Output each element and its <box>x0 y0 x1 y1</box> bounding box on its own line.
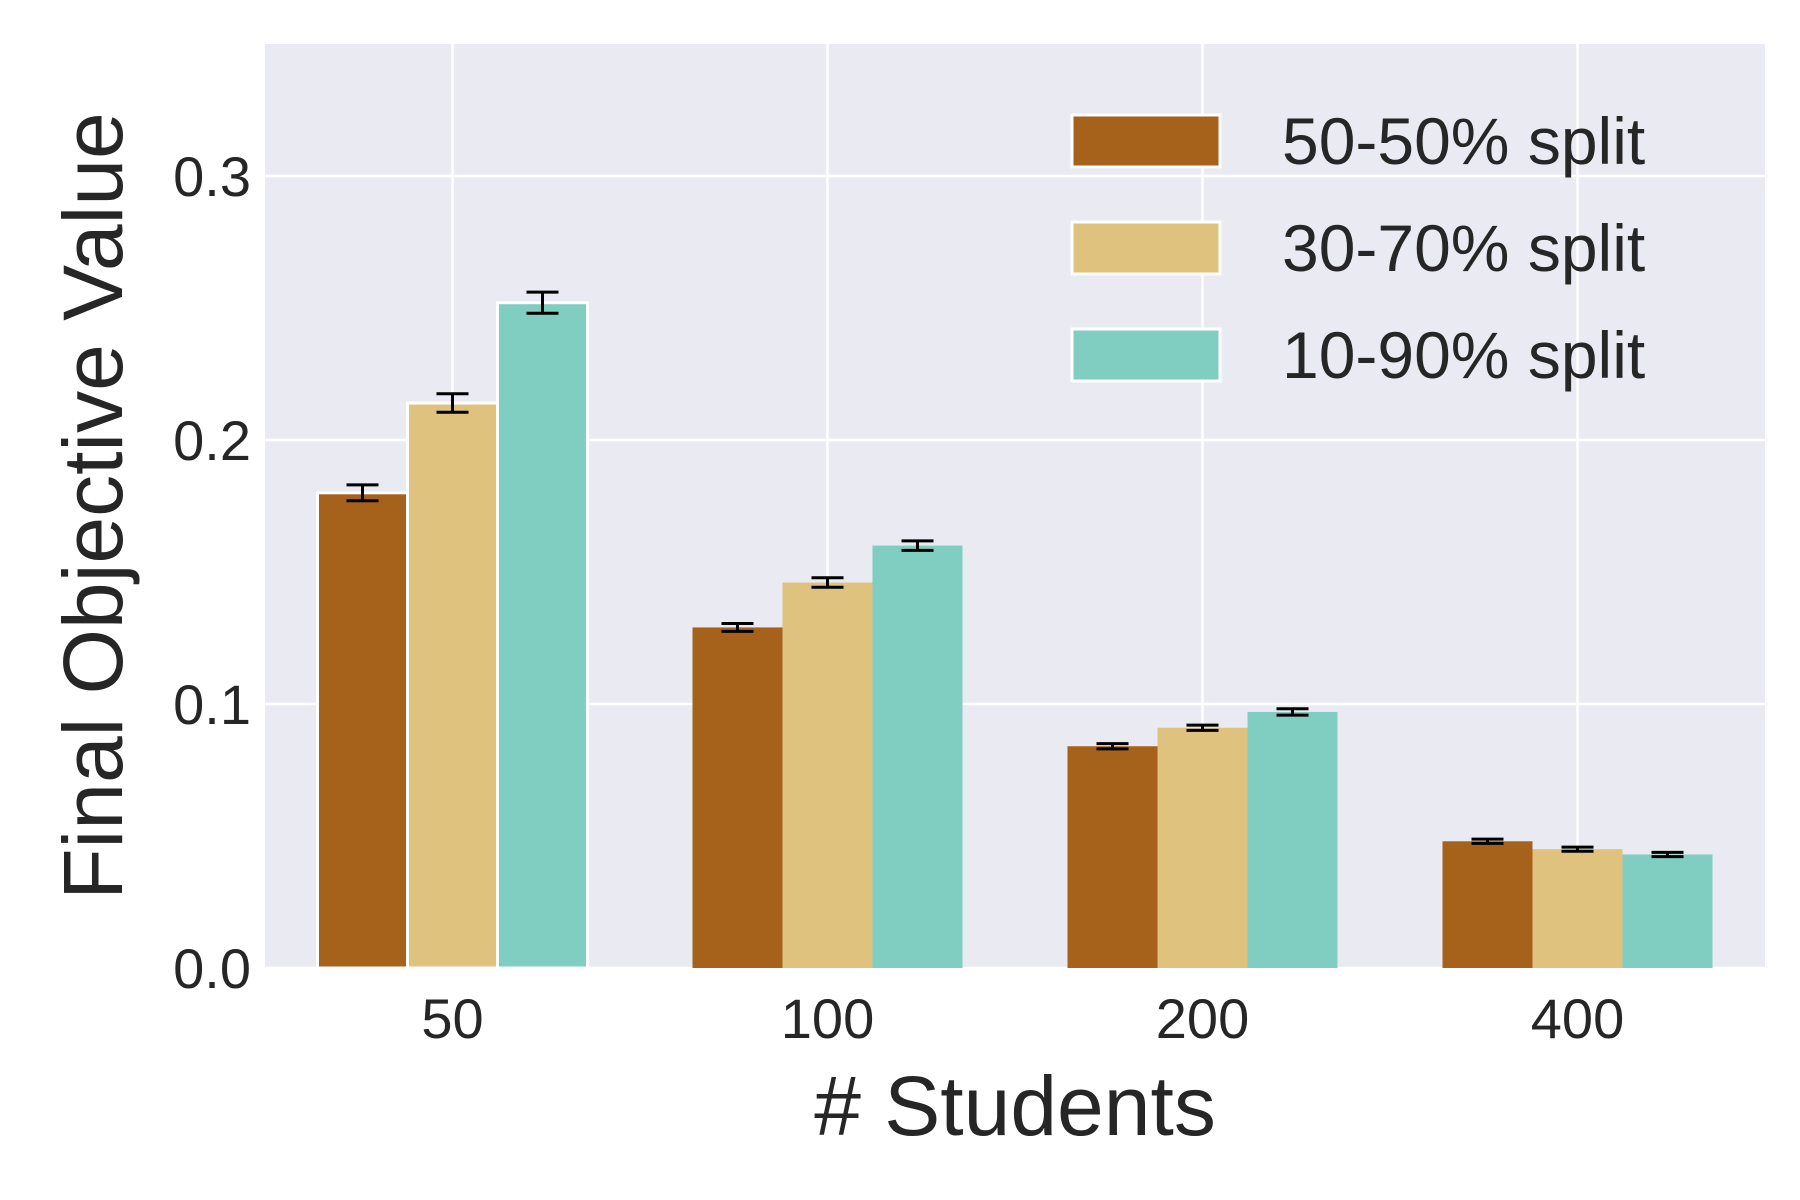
legend-item: 30-70% split <box>1070 211 1645 285</box>
tick-labels: 0.0 0.1 0.2 0.3 50 100 200 400 <box>173 145 1624 1050</box>
x-tick-label: 50 <box>421 987 483 1050</box>
bar-10-90-split-100 <box>872 545 963 968</box>
bars <box>316 301 1713 970</box>
bar-30-70-split-200 <box>1157 727 1248 968</box>
legend-swatch <box>1070 113 1222 169</box>
x-axis-title: # Students <box>814 1059 1216 1153</box>
bar-50-50-split-400 <box>1442 841 1533 968</box>
error-bar <box>1276 707 1309 717</box>
error-bar <box>346 483 379 503</box>
x-tick-label: 400 <box>1531 987 1624 1050</box>
legend-swatch <box>1070 327 1222 383</box>
error-bar <box>436 392 469 414</box>
bar-30-70-split-100 <box>782 582 873 968</box>
error-bar <box>1561 845 1594 853</box>
x-tick-label: 200 <box>1156 987 1249 1050</box>
bar-10-90-split-200 <box>1247 711 1338 968</box>
bar-50-50-split-200 <box>1067 746 1158 968</box>
bar-10-90-split-50 <box>496 301 589 970</box>
legend-label: 50-50% split <box>1282 104 1645 178</box>
error-bar <box>721 621 754 633</box>
legend-item: 50-50% split <box>1070 104 1645 178</box>
legend-label: 30-70% split <box>1282 211 1645 285</box>
legend-label: 10-90% split <box>1282 318 1645 392</box>
y-axis-title: Final Objective Value <box>46 112 140 900</box>
x-tick-label: 100 <box>781 987 874 1050</box>
error-bar <box>1651 850 1684 859</box>
error-bars <box>346 290 1684 859</box>
legend-item: 10-90% split <box>1070 318 1645 392</box>
error-bar <box>1096 742 1129 751</box>
y-tick-label: 0.2 <box>173 409 251 472</box>
y-tick-label: 0.3 <box>173 145 251 208</box>
bar-10-90-split-400 <box>1622 854 1713 968</box>
error-bar <box>1186 723 1219 732</box>
y-tick-label: 0.1 <box>173 673 251 736</box>
legend: 50-50% split 30-70% split 10-90% split <box>1070 104 1645 392</box>
bar-50-50-split-50 <box>316 491 409 970</box>
bar-50-50-split-100 <box>692 627 783 968</box>
error-bar <box>526 290 559 315</box>
bar-30-70-split-50 <box>406 401 499 970</box>
y-tick-label: 0.0 <box>173 937 251 1000</box>
error-bar <box>1471 837 1504 845</box>
legend-swatch <box>1070 220 1222 276</box>
error-bar <box>901 539 934 552</box>
bar-30-70-split-400 <box>1532 849 1623 968</box>
error-bar <box>811 576 844 589</box>
